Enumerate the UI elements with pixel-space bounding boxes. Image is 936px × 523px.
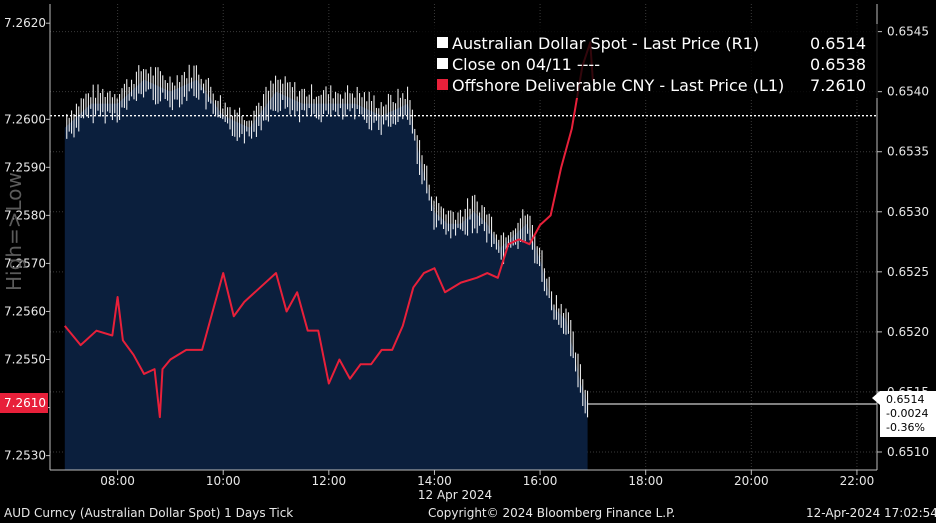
x-tick-label-6: 20:00 [734, 474, 769, 488]
right-tick-label-5: 0.6520 [887, 325, 929, 339]
x-axis-date-label: 12 Apr 2024 [418, 488, 492, 502]
right-tick-label-4: 0.6525 [887, 265, 929, 279]
cny-line-layer [64, 41, 594, 419]
aud-area-layer [64, 79, 588, 470]
cny-last-price-tag: 7.2610 [0, 393, 48, 413]
footer-copyright: Copyright© 2024 Bloomberg Finance L.P. [428, 506, 676, 520]
footer-security-info: AUD Curncy (Australian Dollar Spot) 1 Da… [4, 506, 294, 520]
legend-label-cny: Offshore Deliverable CNY - Last Price (L… [452, 76, 785, 95]
aud-area-fill [64, 79, 588, 470]
legend-value-close: 0.6538 [810, 55, 866, 74]
y-axis-label: High=>Low [2, 172, 26, 291]
legend-swatch-cny [437, 79, 448, 90]
x-axis-ticks: 08:00 10:00 12:00 14:00 16:00 18:00 20:00 22:00 [100, 470, 874, 488]
aud-net-change: -0.0024 [886, 407, 929, 420]
x-tick-label-1: 10:00 [206, 474, 241, 488]
left-tick-label-7: 7.2600 [4, 112, 46, 126]
aud-last-price: 0.6514 [886, 393, 925, 406]
legend-label-close: Close on 04/11 ---- [452, 55, 600, 74]
left-tick-label-4: 7.2570 [4, 256, 46, 270]
aud-last-price-tag: 0.6514 -0.0024 -0.36% [880, 391, 936, 437]
left-axis-ticks: 7.25307.25407.25507.25607.25707.25807.25… [4, 16, 50, 463]
legend-label-aud: Australian Dollar Spot - Last Price (R1) [452, 34, 760, 53]
legend-value-aud: 0.6514 [810, 34, 866, 53]
left-tick-label-6: 7.2590 [4, 160, 46, 174]
legend-item-aud[interactable]: Australian Dollar Spot - Last Price (R1)… [418, 33, 878, 54]
right-tick-label-0: 0.6545 [887, 25, 929, 39]
legend-value-cny: 7.2610 [810, 76, 866, 95]
cny-price-line [64, 41, 594, 419]
left-tick-label-5: 7.2580 [4, 208, 46, 222]
x-tick-label-7: 22:00 [840, 474, 875, 488]
left-tick-label-2: 7.2550 [4, 353, 46, 367]
x-tick-label-0: 08:00 [100, 474, 135, 488]
legend-swatch-aud [437, 37, 448, 48]
right-tick-label-2: 0.6535 [887, 145, 929, 159]
x-tick-label-3: 14:00 [417, 474, 452, 488]
right-axis-ticks: 0.6545 0.6540 0.6535 0.6530 0.6525 0.6520 0.65… [877, 25, 929, 459]
right-tick-label-7: 0.6510 [887, 445, 929, 459]
legend-item-close[interactable]: Close on 04/11 ---- 0.6538 [418, 54, 878, 75]
aud-tag-pointer [872, 391, 880, 405]
footer-timestamp: 12-Apr-2024 17:02:54 [806, 506, 936, 520]
aud-pct-change: -0.36% [886, 421, 925, 434]
right-tick-label-3: 0.6530 [887, 205, 929, 219]
left-tick-label-3: 7.2560 [4, 304, 46, 318]
x-tick-label-5: 18:00 [628, 474, 663, 488]
right-tick-label-1: 0.6540 [887, 85, 929, 99]
x-tick-label-2: 12:00 [312, 474, 347, 488]
chart-legend: Australian Dollar Spot - Last Price (R1)… [418, 24, 878, 98]
close-reference-layer [50, 115, 877, 405]
legend-item-cny[interactable]: Offshore Deliverable CNY - Last Price (L… [418, 75, 878, 96]
left-tick-label-0: 7.2530 [4, 449, 46, 463]
left-tick-label-8: 7.2620 [4, 16, 46, 30]
x-tick-label-4: 16:00 [523, 474, 558, 488]
aud-bars-layer [66, 64, 589, 418]
legend-swatch-close [437, 58, 448, 69]
